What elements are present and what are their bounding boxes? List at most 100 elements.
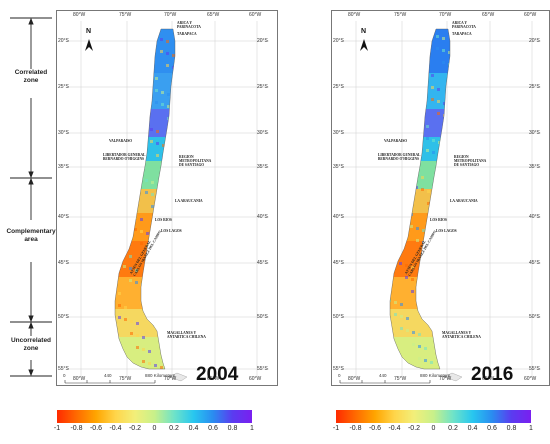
colorbar-2004: -1 -0.8 -0.6 -0.4 -0.2 0 0.2 0.4 0.6 0.8 1 (53, 410, 254, 440)
colorbar-tick-label: -0.8 (70, 425, 83, 432)
lat-tick-right: 20°S (529, 38, 540, 44)
region-label: LOS LAGOS (161, 229, 182, 233)
map-graphic (339, 21, 541, 384)
lon-tick-top: 75°W (119, 12, 132, 18)
lon-tick-bottom: 60°W (249, 376, 262, 382)
scale-label-zero: 0 (63, 373, 66, 378)
lon-tick-bottom: 75°W (394, 376, 407, 382)
region-label: VALPARAISO (109, 139, 133, 143)
map-panel-2016: 80°W 80°W 75°W 75°W 70°W 70°W 65°W 65°W 60°W 60°W… (331, 10, 550, 386)
lat-tick-left: 40°S (333, 214, 344, 220)
north-label: N (361, 28, 367, 35)
region-label: ARICA Y PARINACOTA (452, 21, 476, 29)
lat-tick-right: 30°S (257, 130, 268, 136)
zone-label-uncorrelated: Uncorrelated zone (2, 337, 60, 353)
lat-tick-right: 40°S (529, 214, 540, 220)
lat-tick-left: 35°S (58, 164, 69, 170)
lon-tick-top: 80°W (348, 12, 361, 18)
colorbar-tick-label: -0.4 (388, 425, 401, 432)
lat-tick-right: 25°S (529, 84, 540, 90)
map-graphic (64, 21, 269, 384)
region-label: LA ARAUCANIA (450, 199, 478, 203)
lat-tick-left: 25°S (58, 84, 69, 90)
lon-tick-top: 75°W (394, 12, 407, 18)
lat-tick-left: 25°S (333, 84, 344, 90)
scale-label-end: 880 Kilometers (145, 373, 176, 378)
region-label: LOS RIOS (430, 218, 447, 222)
lat-tick-right: 55°S (529, 366, 540, 372)
colorbar-tick-label: 0.4 (188, 425, 199, 432)
lat-tick-left: 55°S (333, 366, 344, 372)
north-arrow-icon (85, 39, 93, 51)
colorbar-tick-label: 0.2 (448, 425, 458, 432)
colorbar-2016: -1 -0.8 -0.6 -0.4 -0.2 0 0.2 0.4 0.6 0.8 1 (333, 410, 533, 440)
colorbar-tick-label: -0.2 (128, 425, 142, 432)
region-label: MAGALLANES Y ANTARTICA CHILENA (167, 331, 206, 339)
colorbar-tick-label: 0.6 (208, 425, 218, 432)
colorbar-tick-label: -0.2 (407, 425, 421, 432)
lat-tick-right: 30°S (529, 130, 540, 136)
year-label: 2004 (196, 364, 239, 385)
map-panel-2004: 80°W 80°W 75°W 75°W 70°W 70°W 65°W 65°W 60°W 60°W… (56, 10, 278, 386)
region-label: TARAPACA (452, 32, 472, 36)
lon-tick-bottom: 80°W (348, 376, 361, 382)
lat-tick-left: 50°S (58, 314, 69, 320)
lat-tick-right: 55°S (257, 366, 268, 372)
lon-tick-top: 60°W (524, 12, 537, 18)
zone-arrows (10, 17, 52, 377)
lat-tick-right: 25°S (257, 84, 268, 90)
colorbar-tick-label: 0.4 (467, 425, 478, 432)
lon-tick-top: 70°W (164, 12, 177, 18)
lat-tick-left: 30°S (58, 130, 69, 136)
lat-tick-left: 20°S (58, 38, 69, 44)
lon-tick-bottom: 75°W (119, 376, 132, 382)
region-label: LOS RIOS (155, 218, 172, 222)
north-arrow-icon (360, 39, 368, 51)
lat-tick-right: 50°S (529, 314, 540, 320)
colorbar-tick-label: -0.8 (349, 425, 362, 432)
lat-tick-left: 45°S (333, 260, 344, 266)
zone-label-correlated: Correlated zone (4, 69, 58, 85)
colorbar-gradient (57, 410, 252, 423)
colorbar-tick-label: 1 (529, 425, 533, 432)
lat-tick-left: 35°S (333, 164, 344, 170)
lon-tick-top: 60°W (249, 12, 262, 18)
year-label: 2016 (471, 364, 514, 385)
lat-tick-right: 50°S (257, 314, 268, 320)
lon-tick-top: 70°W (439, 12, 452, 18)
lat-tick-right: 45°S (529, 260, 540, 266)
lat-tick-right: 35°S (529, 164, 540, 170)
lat-tick-left: 20°S (333, 38, 344, 44)
scale-label-end: 880 Kilometers (420, 373, 451, 378)
graticule (342, 21, 541, 377)
lat-tick-left: 50°S (333, 314, 344, 320)
colorbar-tick-label: 0 (431, 425, 436, 432)
lat-tick-right: 40°S (257, 214, 268, 220)
colorbar-gradient (336, 410, 531, 423)
lon-tick-bottom: 65°W (482, 376, 495, 382)
lon-tick-bottom: 80°W (73, 376, 86, 382)
region-label: TARAPACA (177, 32, 197, 36)
region-label: LIBERTADOR GENERAL BERNARDO O'HIGGINS (378, 153, 421, 161)
region-label: LOS LAGOS (436, 229, 457, 233)
lat-tick-left: 30°S (333, 130, 344, 136)
graticule (67, 21, 269, 377)
lon-tick-bottom: 70°W (439, 376, 452, 382)
colorbar-tick-label: 0.6 (487, 425, 497, 432)
colorbar-tick-label: 0.2 (169, 425, 179, 432)
lat-tick-left: 55°S (58, 366, 69, 372)
colorbar-tick-label: -1 (53, 425, 61, 432)
region-label: ARICA Y PARINACOTA (177, 21, 201, 29)
region-label: LIBERTADOR GENERAL BERNARDO O'HIGGINS (103, 153, 146, 161)
region-label: LA ARAUCANIA (175, 199, 203, 203)
scale-label-mid: 440 (104, 373, 112, 378)
lat-tick-left: 45°S (58, 260, 69, 266)
colorbar-tick-label: 0.8 (227, 425, 238, 432)
north-label: N (86, 28, 92, 35)
region-label: VALPARAISO (384, 139, 408, 143)
lon-tick-bottom: 60°W (524, 376, 537, 382)
lat-tick-right: 20°S (257, 38, 268, 44)
lon-tick-bottom: 70°W (164, 376, 177, 382)
scale-bar (339, 380, 431, 384)
colorbar-tick-label: -0.6 (89, 425, 103, 432)
